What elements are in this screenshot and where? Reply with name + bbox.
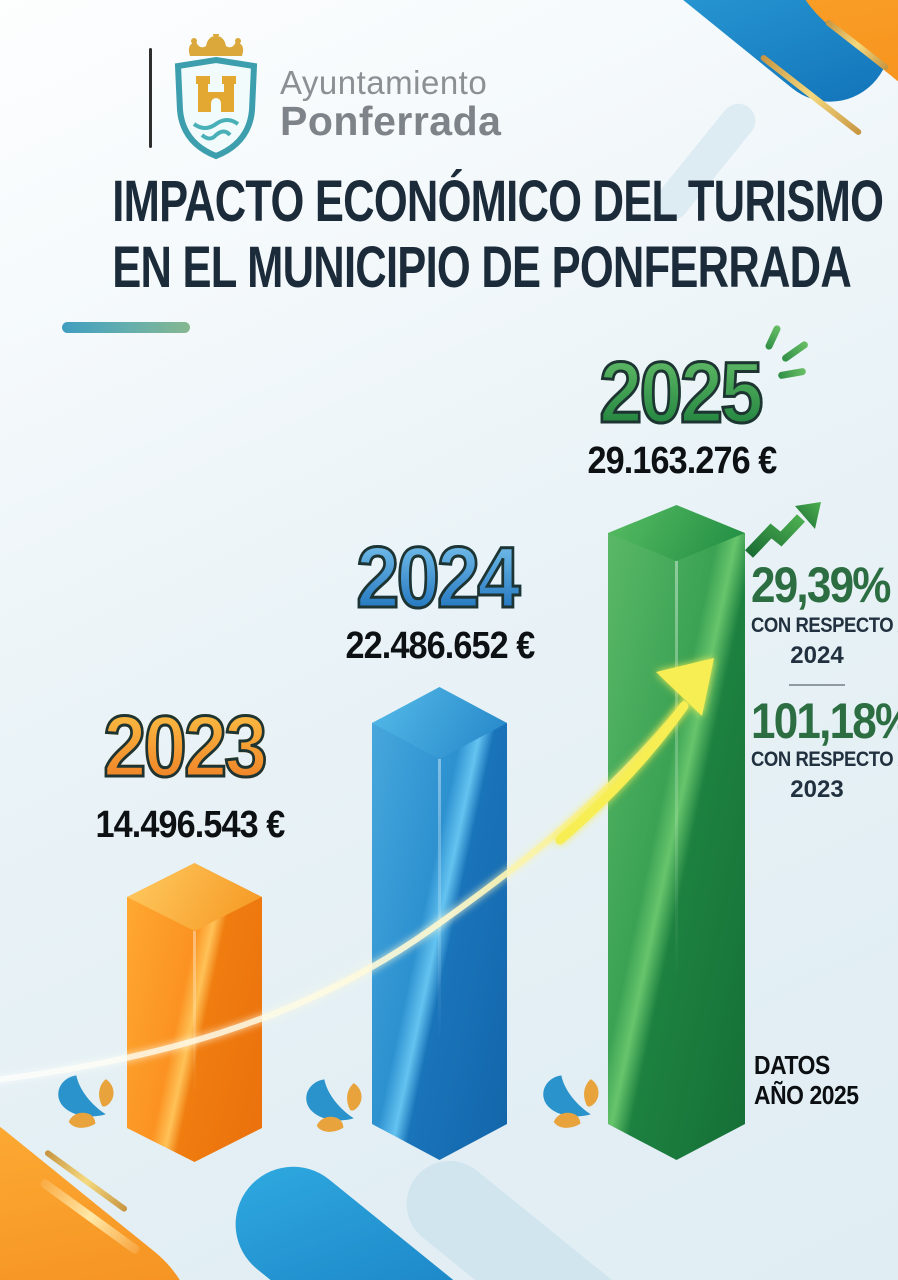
ponferrada-crest-icon: [174, 34, 258, 160]
bar-top-face: [127, 863, 262, 931]
year-value-2023: 14.496.543 €: [95, 804, 286, 846]
crown-icon: [188, 34, 244, 56]
bar-top-face: [608, 505, 745, 561]
year-label-2024: 2024: [302, 529, 572, 628]
logo-divider: [149, 48, 152, 148]
waves-icon: [192, 118, 240, 141]
logo-city-name: Ponferrada: [280, 98, 502, 144]
page-title-line2: EN EL MUNICIPIO DE PONFERRADA: [112, 235, 852, 300]
growth-percent-vs-2024: 29,39%: [751, 557, 891, 613]
year-value-2024: 22.486.652 €: [345, 625, 536, 667]
growth-percent-vs-2023: 101,18%: [751, 693, 898, 749]
bar-2025: [608, 505, 745, 1160]
castle-icon: [196, 76, 236, 112]
page-title-line1: IMPACTO ECONÓMICO DEL TURISMO: [112, 169, 884, 234]
splash-droplets-icon: [58, 1075, 114, 1128]
growth-ref-year-2023: 2023: [790, 776, 844, 803]
splash-droplets-icon: [543, 1075, 599, 1128]
bar-2024: [372, 687, 507, 1160]
year-value-2025: 29.163.276 €: [587, 440, 778, 482]
splash-droplets-icon: [306, 1079, 362, 1132]
growth-arrow-icon: [745, 502, 821, 558]
decor-bottom-left-pale-band: [389, 1143, 661, 1280]
source-note-line2: AÑO 2025: [754, 1080, 859, 1110]
logo-org-name: Ayuntamiento: [280, 64, 488, 101]
source-note-line1: DATOS: [754, 1050, 830, 1080]
growth-divider: [789, 684, 845, 686]
growth-ref-year-2024: 2024: [790, 642, 844, 669]
growth-caption-vs-2023: CON RESPECTO A: [751, 748, 898, 771]
year-label-2023: 2023: [49, 698, 319, 797]
year-label-2025: 2025: [545, 344, 815, 443]
growth-caption-vs-2024: CON RESPECTO A: [751, 614, 898, 637]
bar-top-face: [372, 687, 507, 759]
bar-2023: [127, 863, 262, 1162]
title-underline: [62, 322, 190, 333]
